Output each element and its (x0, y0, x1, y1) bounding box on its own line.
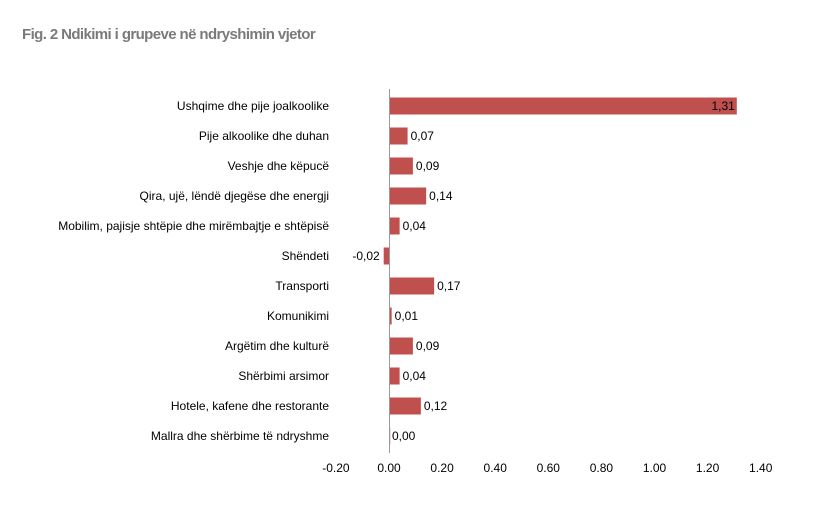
x-tick-label-7: 1.20 (696, 461, 720, 475)
x-tick-label-4: 0.60 (537, 461, 561, 475)
value-label-10: 0,12 (424, 399, 448, 413)
bar-7 (389, 307, 392, 325)
category-label-3: Qira, ujë, lëndë djegëse dhe energji (140, 189, 329, 203)
bar-8 (389, 337, 413, 355)
bar-6 (389, 277, 435, 295)
bar-9 (389, 367, 400, 385)
value-label-0: 1,31 (711, 99, 735, 113)
category-label-10: Hotele, kafene dhe restorante (171, 399, 329, 413)
bar-3 (389, 187, 427, 205)
category-label-0: Ushqime dhe pije joalkoolike (177, 99, 329, 113)
value-label-6: 0,17 (437, 279, 461, 293)
category-label-7: Komunikimi (267, 309, 329, 323)
x-tick-label-6: 1.00 (643, 461, 667, 475)
value-label-1: 0,07 (411, 129, 435, 143)
bar-2 (389, 157, 413, 175)
bars-group (383, 97, 737, 445)
value-label-7: 0,01 (395, 309, 419, 323)
bar-5 (383, 247, 389, 265)
bar-0 (389, 97, 737, 115)
bar-10 (389, 397, 421, 415)
category-label-6: Transporti (275, 279, 329, 293)
category-label-8: Argëtim dhe kulturë (225, 339, 329, 353)
value-label-8: 0,09 (416, 339, 440, 353)
category-label-2: Veshje dhe këpucë (228, 159, 330, 173)
category-label-5: Shëndeti (282, 249, 329, 263)
category-label-4: Mobilim, pajisje shtëpie dhe mirëmbajtje… (58, 219, 329, 233)
x-tick-label-8: 1.40 (749, 461, 773, 475)
value-label-4: 0,04 (403, 219, 427, 233)
bar-1 (389, 127, 408, 145)
value-labels-group: 1,31 0,07 0,09 0,14 0,04 -0,02 0,17 0,01 0,09 0,0… (352, 99, 735, 443)
page-title: Fig. 2 Ndikimi i grupeve në ndryshimin v… (22, 26, 316, 43)
value-label-2: 0,09 (416, 159, 440, 173)
category-labels-group: Ushqime dhe pije joalkoolike Pije alkooli… (58, 99, 329, 443)
axes-group: -0.20 0.00 0.20 0.40 0.60 0.80 1.00 1.20 1.40 (322, 89, 773, 475)
category-label-9: Shërbimi arsimor (238, 369, 329, 383)
x-tick-label-1: 0.00 (377, 461, 401, 475)
value-label-3: 0,14 (429, 189, 453, 203)
bar-4 (389, 217, 400, 235)
category-label-1: Pije alkoolike dhe duhan (199, 129, 329, 143)
value-label-9: 0,04 (403, 369, 427, 383)
x-tick-label-0: -0.20 (322, 461, 350, 475)
value-label-5: -0,02 (352, 249, 380, 263)
category-label-11: Mallra dhe shërbime të ndryshme (151, 429, 329, 443)
value-label-11: 0,00 (392, 429, 416, 443)
x-tick-label-3: 0.40 (484, 461, 508, 475)
x-tick-label-5: 0.80 (590, 461, 614, 475)
x-tick-label-2: 0.20 (430, 461, 454, 475)
